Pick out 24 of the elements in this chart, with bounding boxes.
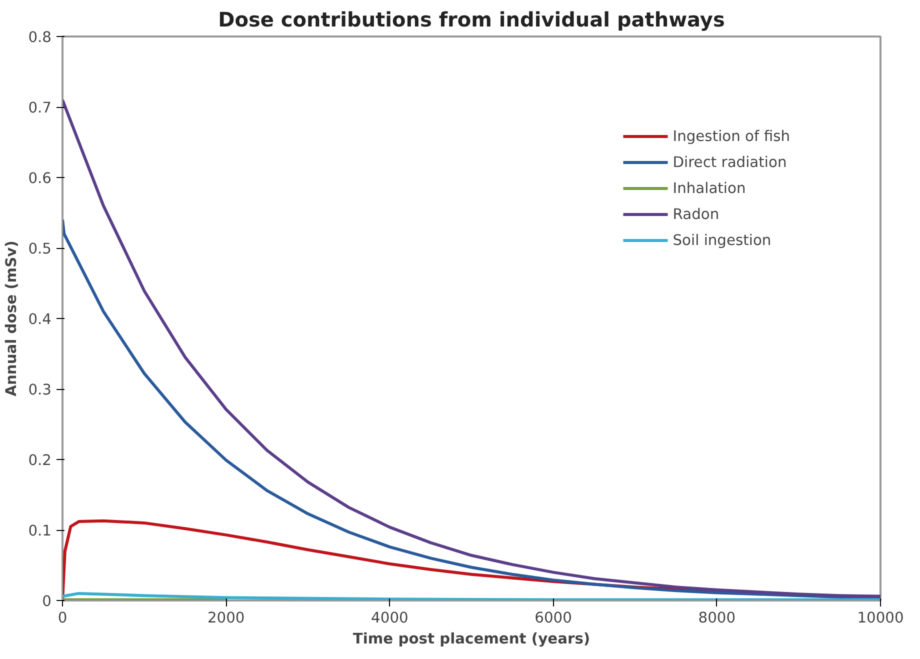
legend-label: Radon [672,206,720,222]
y-tick-label: 0 [42,593,52,610]
x-tick-label: 8000 [698,610,736,626]
y-tick-label: 0.4 [28,311,52,328]
y-tick-label: 0.8 [28,29,52,46]
x-tick-label: 10000 [857,610,904,626]
legend-label: Inhalation [672,180,746,196]
y-tick-label: 0.7 [28,100,52,116]
y-tick-label: 0.2 [28,452,52,469]
y-axis-title: Annual dose (mSv) [3,240,20,396]
chart-title: Dose contributions from individual pathways [218,8,725,32]
line-series [62,98,880,598]
x-axis-title: Time post placement (years) [352,630,590,648]
x-tick-label: 2000 [207,610,245,626]
y-tick-label: 0.3 [28,382,52,398]
x-tick-label: 0 [58,610,68,626]
y-tick-label: 0.5 [28,240,52,258]
x-tick-label: 6000 [534,610,572,626]
y-tick-label: 0.6 [28,170,52,187]
legend-label: Direct radiation [672,154,787,170]
legend-label: Ingestion of fish [672,128,790,144]
legend-label: Soil ingestion [672,232,772,248]
x-tick-label: 4000 [371,610,408,626]
y-tick-label: 0.1 [28,522,52,540]
